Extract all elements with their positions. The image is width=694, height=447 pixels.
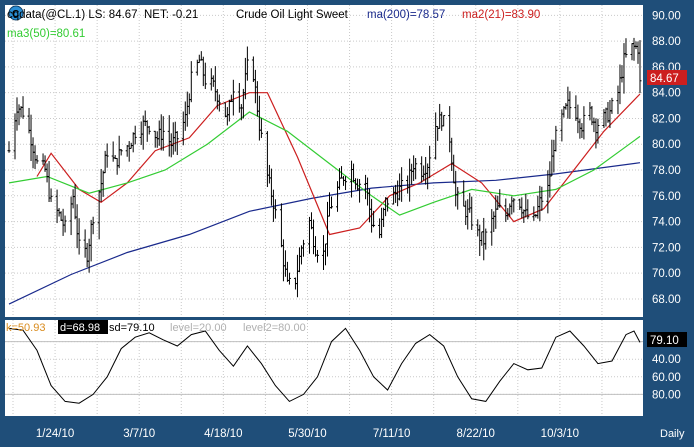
- period-label[interactable]: Daily: [660, 428, 685, 440]
- price-bar: [7, 141, 11, 153]
- price-bar: [231, 79, 235, 116]
- ma-line-ma221: [36, 92, 641, 236]
- price-axis-label: 74.00: [652, 217, 681, 229]
- time-axis-label: 8/22/10: [457, 428, 495, 440]
- ma21-legend: ma2(21)=83.90: [462, 9, 540, 21]
- last-price-label: 84.67: [650, 73, 679, 85]
- stoch-axis-label: 80.00: [652, 389, 681, 401]
- time-axis-label: 10/3/10: [541, 428, 579, 440]
- ma-line-ma200: [8, 162, 641, 305]
- price-bar: [119, 148, 123, 156]
- time-axis-label: 7/11/10: [373, 428, 411, 440]
- ma50-legend: ma3(50)=80.61: [7, 28, 85, 40]
- price-bar: [624, 38, 628, 58]
- price-bar: [638, 40, 642, 94]
- price-bar: [161, 116, 165, 151]
- price-axis-label: 82.00: [652, 113, 681, 125]
- price-bar: [470, 196, 474, 230]
- price-bar: [344, 176, 348, 191]
- price-bar: [456, 186, 460, 210]
- price-bar: [189, 61, 193, 103]
- price-bar: [91, 216, 95, 235]
- last-price-box: [647, 70, 687, 85]
- time-axis-label: 4/18/10: [204, 428, 242, 440]
- price-bar: [442, 115, 446, 127]
- price-axis-label: 88.00: [652, 36, 681, 48]
- price-bar: [259, 118, 263, 138]
- price-bar: [596, 118, 600, 144]
- price-bar: [428, 145, 432, 179]
- price-axis-label: 76.00: [652, 191, 681, 203]
- ma200-legend: ma(200)=78.57: [367, 9, 445, 21]
- price-bar: [498, 189, 502, 208]
- stochastic-layer: [8, 327, 641, 404]
- ma-line-ma350: [8, 111, 641, 216]
- price-bar: [217, 94, 221, 112]
- price-bar: [582, 106, 586, 140]
- price-bar: [554, 125, 558, 152]
- price-bar: [400, 167, 404, 202]
- stoch-axis-label: 40.00: [652, 354, 681, 366]
- price-bar: [273, 199, 277, 219]
- price-bar: [568, 91, 572, 119]
- price-axis-label: 84.00: [652, 88, 681, 100]
- price-bar: [414, 158, 418, 180]
- price-axis-label: 78.00: [652, 165, 681, 177]
- price-bar: [526, 199, 530, 220]
- stoch-last-box: [647, 332, 687, 347]
- price-bar: [372, 210, 376, 228]
- price-panel[interactable]: [5, 5, 643, 317]
- price-bar: [175, 131, 179, 156]
- stochastic-legend: k=50.93 d=68.98 sd=79.10 level=20.00 lev…: [6, 320, 306, 334]
- price-bar: [203, 62, 207, 90]
- stochastic-line: [8, 327, 641, 404]
- price-bar: [330, 196, 334, 209]
- instrument-name: Crude Oil Light Sweet: [236, 9, 349, 21]
- stoch-level2-legend: level2=80.00: [243, 322, 306, 334]
- price-bar: [386, 197, 390, 212]
- price-bar: [105, 143, 109, 168]
- price-bar: [35, 155, 39, 164]
- time-axis-label: 1/24/10: [36, 428, 74, 440]
- price-axis-label: 70.00: [652, 268, 681, 280]
- stoch-level1-legend: level=20.00: [170, 322, 227, 334]
- time-axis-label: 3/7/10: [123, 428, 155, 440]
- c-logo-letter: C: [12, 9, 19, 20]
- stoch-d-legend: d=68.98: [60, 322, 100, 334]
- stochastic-panel[interactable]: [5, 320, 643, 416]
- stoch-last-label: 79.10: [650, 335, 679, 347]
- price-bar: [63, 215, 67, 233]
- price-bar: [358, 179, 362, 203]
- price-axis-label: 68.00: [652, 294, 681, 306]
- symbol-info-text: cqdata(@CL.1) LS: 84.67 NET: -0.21: [7, 9, 198, 21]
- chart-legend: C cqdata(@CL.1) LS: 84.67 NET: -0.21 Cru…: [7, 5, 540, 40]
- price-bar: [610, 97, 614, 114]
- price-bar: [512, 198, 516, 213]
- price-axis-label: 80.00: [652, 139, 681, 151]
- stoch-d-highlight: [58, 320, 108, 334]
- price-axis-label: 72.00: [652, 242, 681, 254]
- price-bars-layer: [7, 37, 642, 298]
- moving-average-layer: [8, 92, 641, 305]
- stoch-axis-label: 60.00: [652, 372, 681, 384]
- price-axis-label: 90.00: [652, 10, 681, 22]
- stoch-k-legend: k=50.93: [6, 322, 45, 334]
- time-axis-label: 5/30/10: [288, 428, 326, 440]
- price-bar: [133, 125, 137, 145]
- price-bar: [49, 188, 53, 202]
- price-bar: [147, 125, 151, 135]
- price-bar: [484, 228, 488, 250]
- price-bar: [245, 46, 249, 81]
- price-bar: [77, 218, 81, 255]
- price-bar: [301, 239, 305, 257]
- price-bar: [540, 186, 544, 211]
- price-bar: [287, 272, 291, 285]
- price-bar: [315, 249, 319, 263]
- c-logo-icon[interactable]: [8, 5, 24, 21]
- price-bar: [21, 96, 25, 119]
- stoch-sd-legend: sd=79.10: [109, 322, 155, 334]
